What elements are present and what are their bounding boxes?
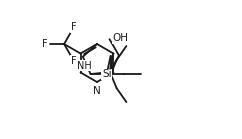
Text: F: F: [71, 22, 76, 32]
Text: OH: OH: [113, 33, 129, 43]
Text: NH: NH: [76, 61, 91, 71]
Text: F: F: [71, 56, 76, 66]
Text: F: F: [42, 39, 48, 49]
Text: Si: Si: [102, 69, 112, 79]
Text: N: N: [93, 86, 101, 96]
